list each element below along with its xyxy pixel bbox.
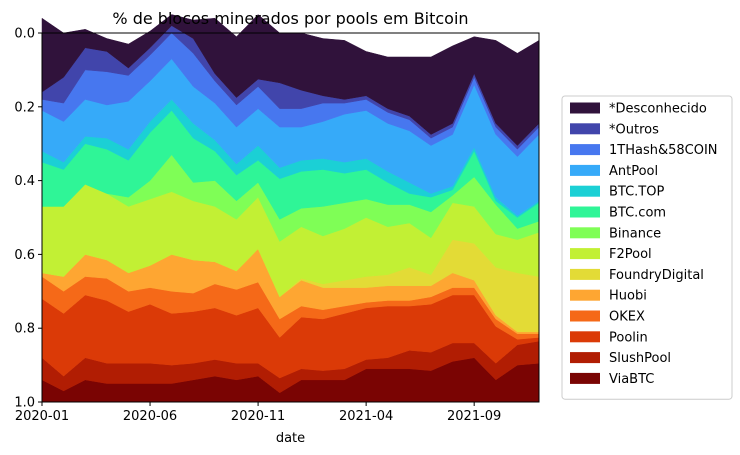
legend-swatch [570, 248, 600, 260]
x-tick-label: 2021-09 [447, 409, 501, 424]
legend-label: F2Pool [609, 247, 652, 262]
legend-swatch [570, 123, 600, 135]
legend-label: *Outros [609, 122, 659, 137]
legend-label: SlushPool [609, 351, 671, 366]
legend-swatch [570, 164, 600, 176]
legend-label: *Desconhecido [609, 102, 707, 117]
legend-swatch [570, 289, 600, 301]
y-tick-label: 0.0 [14, 27, 35, 42]
legend-label: Poolin [609, 330, 648, 345]
legend-swatch [570, 268, 600, 280]
y-tick-label: 0.2 [14, 100, 35, 115]
legend-label: ViaBTC [609, 372, 654, 387]
x-tick-label: 2020-01 [15, 409, 69, 424]
y-tick-label: 1.0 [14, 396, 35, 411]
legend-box [561, 95, 733, 400]
legend-swatch [570, 206, 600, 218]
y-tick-label: 0.6 [14, 248, 35, 263]
x-tick-label: 2020-06 [123, 409, 177, 424]
y-tick-label: 0.4 [14, 174, 35, 189]
legend-swatch [570, 102, 600, 114]
legend-label: BTC.TOP [609, 185, 664, 200]
legend-swatch [570, 372, 600, 384]
legend-swatch [570, 352, 600, 364]
chart-title: % de blocos minerados por pools em Bitco… [112, 9, 468, 28]
legend-swatch [570, 144, 600, 156]
legend-label: OKEX [609, 310, 645, 325]
plot-frame [41, 32, 540, 403]
legend-label: 1THash&58COIN [609, 143, 718, 158]
legend-label: Huobi [609, 289, 647, 304]
legend-swatch [570, 227, 600, 239]
area-layers [41, 14, 540, 403]
legend-label: Binance [609, 226, 661, 241]
x-tick-label: 2020-11 [231, 409, 285, 424]
x-axis: 2020-01 2020-06 2020-11 2021-04 2021-09 [15, 402, 501, 424]
legend: *Desconhecido *Outros 1THash&58COIN AntPool… [561, 95, 733, 400]
legend-swatch [570, 310, 600, 322]
x-tick-label: 2021-04 [339, 409, 393, 424]
legend-label: FoundryDigital [609, 268, 704, 283]
legend-label: AntPool [609, 164, 658, 179]
y-tick-label: 0.8 [14, 322, 35, 337]
legend-swatch [570, 331, 600, 343]
y-axis: 0.0 0.2 0.4 0.6 0.8 1.0 [14, 27, 42, 411]
legend-label: BTC.com [609, 206, 666, 221]
x-axis-title: date [276, 431, 305, 446]
legend-swatch [570, 185, 600, 197]
